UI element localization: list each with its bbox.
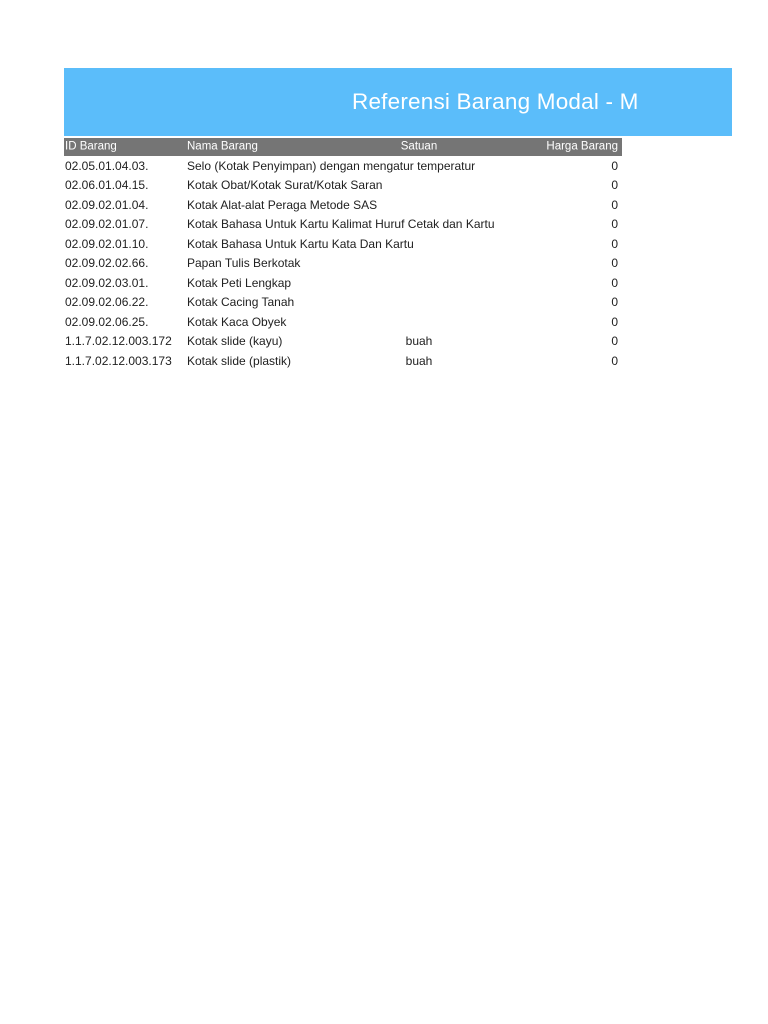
- col-header-nama-barang: Nama Barang: [187, 140, 258, 153]
- col-header-id-barang: ID Barang: [65, 140, 117, 153]
- table-row: 1.1.7.02.12.003.173 Kotak slide (plastik…: [64, 351, 622, 371]
- table-row: 02.09.02.06.25. Kotak Kaca Obyek 0: [64, 312, 622, 332]
- reference-table: ID Barang Nama Barang Satuan Harga Baran…: [64, 138, 622, 371]
- cell-nama-barang: Kotak Cacing Tanah: [187, 295, 295, 310]
- table-row: 02.09.02.01.04. Kotak Alat-alat Peraga M…: [64, 195, 622, 215]
- cell-harga-barang: 0: [611, 217, 618, 232]
- cell-nama-barang: Kotak Peti Lengkap: [187, 275, 292, 290]
- table-row: 02.09.02.01.07. Kotak Bahasa Untuk Kartu…: [64, 215, 622, 235]
- table-row: 02.09.02.06.22. Kotak Cacing Tanah 0: [64, 293, 622, 313]
- cell-id-barang: 02.05.01.04.03.: [65, 158, 149, 173]
- table-row: 02.05.01.04.03. Selo (Kotak Penyimpan) d…: [64, 156, 622, 176]
- report-title: Referensi Barang Modal - M: [352, 89, 639, 114]
- cell-nama-barang: Kotak slide (plastik): [187, 353, 292, 368]
- cell-id-barang: 02.09.02.06.25.: [65, 314, 149, 329]
- cell-id-barang: 02.09.02.02.66.: [65, 256, 149, 271]
- col-header-satuan: Satuan: [400, 140, 438, 153]
- table-body: 02.05.01.04.03. Selo (Kotak Penyimpan) d…: [64, 156, 622, 371]
- table-header-row: ID Barang Nama Barang Satuan Harga Baran…: [64, 138, 622, 156]
- cell-harga-barang: 0: [611, 353, 618, 368]
- cell-nama-barang: Kotak Kaca Obyek: [187, 314, 287, 329]
- cell-harga-barang: 0: [611, 158, 618, 173]
- cell-harga-barang: 0: [611, 178, 618, 193]
- cell-harga-barang: 0: [611, 236, 618, 251]
- cell-satuan: buah: [405, 353, 433, 368]
- table-row: 02.09.02.02.66. Papan Tulis Berkotak 0: [64, 254, 622, 274]
- cell-id-barang: 1.1.7.02.12.003.173: [65, 353, 172, 368]
- cell-nama-barang: Kotak slide (kayu): [187, 334, 283, 349]
- cell-nama-barang: Kotak Alat-alat Peraga Metode SAS: [187, 197, 378, 212]
- cell-harga-barang: 0: [611, 295, 618, 310]
- cell-nama-barang: Kotak Obat/Kotak Surat/Kotak Saran: [187, 178, 383, 193]
- table-row: 02.09.02.03.01. Kotak Peti Lengkap 0: [64, 273, 622, 293]
- report-title-band: Referensi Barang Modal - M: [64, 68, 732, 136]
- cell-id-barang: 02.09.02.06.22.: [65, 295, 149, 310]
- table-row: 02.06.01.04.15. Kotak Obat/Kotak Surat/K…: [64, 176, 622, 196]
- cell-id-barang: 02.06.01.04.15.: [65, 178, 149, 193]
- cell-nama-barang: Kotak Bahasa Untuk Kartu Kata Dan Kartu: [187, 236, 414, 251]
- col-header-harga-barang: Harga Barang: [546, 140, 618, 153]
- cell-harga-barang: 0: [611, 275, 618, 290]
- cell-harga-barang: 0: [611, 334, 618, 349]
- cell-satuan: buah: [405, 334, 433, 349]
- cell-harga-barang: 0: [611, 314, 618, 329]
- cell-id-barang: 02.09.02.01.04.: [65, 197, 149, 212]
- cell-harga-barang: 0: [611, 197, 618, 212]
- cell-id-barang: 02.09.02.01.10.: [65, 236, 149, 251]
- table-row: 1.1.7.02.12.003.172 Kotak slide (kayu) b…: [64, 332, 622, 352]
- table-row: 02.09.02.01.10. Kotak Bahasa Untuk Kartu…: [64, 234, 622, 254]
- cell-id-barang: 02.09.02.01.07.: [65, 217, 149, 232]
- cell-id-barang: 02.09.02.03.01.: [65, 275, 149, 290]
- cell-nama-barang: Selo (Kotak Penyimpan) dengan mengatur t…: [187, 158, 476, 173]
- cell-nama-barang: Papan Tulis Berkotak: [187, 256, 301, 271]
- cell-nama-barang: Kotak Bahasa Untuk Kartu Kalimat Huruf C…: [187, 217, 495, 232]
- cell-id-barang: 1.1.7.02.12.003.172: [65, 334, 172, 349]
- cell-harga-barang: 0: [611, 256, 618, 271]
